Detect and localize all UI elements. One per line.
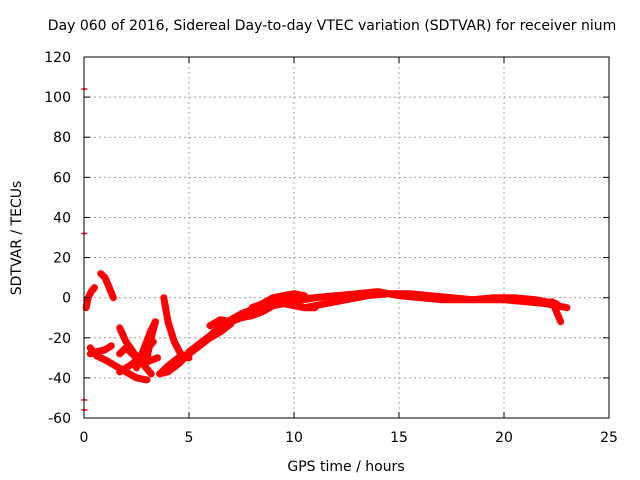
y-tick-label: -60 xyxy=(48,411,71,427)
y-tick-label: 40 xyxy=(53,210,71,226)
series-line-arc-4 xyxy=(86,344,151,384)
x-tick-label: 25 xyxy=(600,430,618,446)
series-line-arc-15 xyxy=(248,290,308,312)
x-tick-label: 15 xyxy=(390,430,408,446)
x-tick-label: 5 xyxy=(185,430,194,446)
x-tick-label: 20 xyxy=(495,430,513,446)
grid-layer xyxy=(84,57,609,418)
y-axis-label: SDTVAR / TECUs xyxy=(9,181,25,296)
y-tick-label: 80 xyxy=(53,130,71,146)
series-line-arc-7 xyxy=(116,344,161,366)
plot-frame xyxy=(83,56,610,419)
x-tick-label: 0 xyxy=(80,430,89,446)
y-tick-label: 20 xyxy=(53,251,71,267)
tick-layer xyxy=(83,56,610,419)
series-line-arc-18 xyxy=(548,298,565,326)
series-line-arc-14 xyxy=(206,300,319,330)
series-line-arc-2 xyxy=(97,270,117,302)
chart-title: Day 060 of 2016, Sidereal Day-to-day VTE… xyxy=(48,18,617,34)
x-tick-label: 10 xyxy=(285,430,303,446)
series-line-arc-11 xyxy=(160,294,193,362)
y-tick-label: -20 xyxy=(48,331,71,347)
y-tick-label: 0 xyxy=(62,291,71,307)
series-line-arc-9 xyxy=(143,318,159,362)
series-line-arc-17 xyxy=(301,290,560,312)
y-tick-label: 100 xyxy=(44,90,71,106)
y-tick-label: -40 xyxy=(48,371,71,387)
x-axis-label: GPS time / hours xyxy=(287,459,404,475)
y-tick-label: 120 xyxy=(44,50,71,66)
series-line-arc-1 xyxy=(82,284,98,312)
series-layer xyxy=(82,270,571,384)
ticklabel-layer: 0 5 10 15 20 25 -60 -40 -20 0 20 40 60 80 100 120 xyxy=(44,50,618,446)
y-tick-label: 60 xyxy=(53,170,71,186)
series-line-arc-12 xyxy=(158,350,193,376)
